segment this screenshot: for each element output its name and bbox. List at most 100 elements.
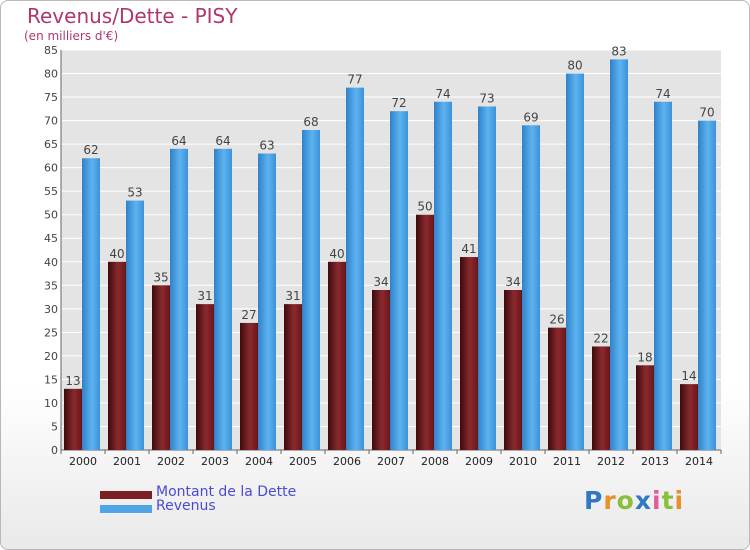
logo-letter: i xyxy=(652,486,662,515)
bar-debt xyxy=(592,346,610,450)
bar-debt xyxy=(328,261,346,450)
bar-revenue xyxy=(522,125,540,450)
logo-letter: i xyxy=(674,486,685,515)
bar-value-label: 26 xyxy=(549,313,564,327)
legend-label-revenue: Revenus xyxy=(156,498,216,514)
x-tick-label: 2008 xyxy=(421,455,449,468)
y-tick-label: 80 xyxy=(44,68,58,81)
bar-value-label: 72 xyxy=(391,96,406,110)
bar-value-label: 64 xyxy=(215,134,230,148)
bar-debt xyxy=(416,214,434,450)
bar-value-label: 74 xyxy=(435,87,450,101)
bar-revenue xyxy=(82,158,100,450)
bar-revenue xyxy=(258,153,276,450)
bar-value-label: 40 xyxy=(329,247,344,261)
bar-value-label: 35 xyxy=(153,270,168,284)
y-tick-label: 0 xyxy=(51,444,58,457)
bar-value-label: 64 xyxy=(171,134,186,148)
bar-value-label: 73 xyxy=(479,91,494,105)
bar-value-label: 53 xyxy=(127,186,142,200)
x-tick-label: 2012 xyxy=(597,455,625,468)
x-tick-label: 2003 xyxy=(201,455,229,468)
bar-debt xyxy=(152,285,170,450)
bar-revenue xyxy=(302,130,320,450)
bar-value-label: 63 xyxy=(259,139,274,153)
logo-letter: r xyxy=(603,486,617,515)
logo-letter: o xyxy=(616,486,635,515)
bar-debt xyxy=(504,290,522,450)
bar-value-label: 34 xyxy=(373,275,388,289)
bar-revenue xyxy=(214,148,232,450)
bar-value-label: 34 xyxy=(505,275,520,289)
x-tick-label: 2005 xyxy=(289,455,317,468)
bar-value-label: 83 xyxy=(611,44,626,58)
bar-value-label: 68 xyxy=(303,115,318,129)
chart-title: Revenus/Dette - PISY xyxy=(27,4,238,28)
y-tick-label: 25 xyxy=(44,326,58,339)
bar-value-label: 77 xyxy=(347,73,362,87)
bar-revenue xyxy=(434,101,452,450)
y-tick-label: 40 xyxy=(44,256,58,269)
bar-value-label: 69 xyxy=(523,110,538,124)
x-tick-label: 2011 xyxy=(553,455,581,468)
y-tick-label: 50 xyxy=(44,209,58,222)
logo-letter: t xyxy=(661,486,675,515)
logo-letter: P xyxy=(584,486,604,515)
x-tick-label: 2007 xyxy=(377,455,405,468)
bar-value-label: 41 xyxy=(461,242,476,256)
y-tick-label: 20 xyxy=(44,350,58,363)
x-tick-label: 2000 xyxy=(69,455,97,468)
x-tick-label: 2010 xyxy=(509,455,537,468)
bar-revenue xyxy=(610,59,628,450)
y-tick-label: 75 xyxy=(44,91,58,104)
bar-debt xyxy=(196,304,214,450)
bar-value-label: 50 xyxy=(417,200,432,214)
bar-debt xyxy=(460,257,478,450)
y-tick-label: 85 xyxy=(44,44,58,57)
y-tick-label: 55 xyxy=(44,185,58,198)
y-tick-label: 15 xyxy=(44,373,58,386)
bar-debt xyxy=(548,327,566,450)
y-tick-label: 65 xyxy=(44,138,58,151)
legend-label-debt: Montant de la Dette xyxy=(156,484,297,500)
bar-value-label: 31 xyxy=(285,289,300,303)
x-tick-label: 2013 xyxy=(641,455,669,468)
bar-revenue xyxy=(126,200,144,450)
y-tick-label: 5 xyxy=(51,420,58,433)
legend-swatch-revenue xyxy=(100,505,152,513)
bar-debt xyxy=(636,365,654,450)
y-tick-label: 30 xyxy=(44,303,58,316)
bar-debt xyxy=(108,261,126,450)
logo-letter: x xyxy=(634,486,652,515)
bar-value-label: 62 xyxy=(83,143,98,157)
bar-value-label: 22 xyxy=(593,331,608,345)
bar-revenue xyxy=(346,87,364,450)
proxiti-logo: Proxiti xyxy=(584,486,684,515)
x-tick-label: 2004 xyxy=(245,455,273,468)
y-tick-label: 70 xyxy=(44,115,58,128)
bar-debt xyxy=(680,384,698,450)
y-tick-label: 45 xyxy=(44,232,58,245)
bar-value-label: 31 xyxy=(197,289,212,303)
bar-debt xyxy=(372,290,390,450)
bar-debt xyxy=(240,322,258,450)
bar-value-label: 13 xyxy=(65,374,80,388)
bar-value-label: 80 xyxy=(567,59,582,73)
y-tick-label: 60 xyxy=(44,162,58,175)
bar-revenue xyxy=(654,101,672,450)
x-tick-label: 2014 xyxy=(685,455,713,468)
x-tick-label: 2006 xyxy=(333,455,361,468)
y-tick-label: 35 xyxy=(44,279,58,292)
bar-revenue xyxy=(698,120,716,451)
bar-value-label: 70 xyxy=(699,106,714,120)
bar-debt xyxy=(284,304,302,450)
x-tick-label: 2009 xyxy=(465,455,493,468)
bar-revenue xyxy=(478,106,496,451)
bar-revenue xyxy=(170,148,188,450)
bar-debt xyxy=(64,388,82,450)
y-tick-label: 10 xyxy=(44,397,58,410)
bar-value-label: 27 xyxy=(241,308,256,322)
bar-revenue xyxy=(390,111,408,451)
x-tick-label: 2001 xyxy=(113,455,141,468)
